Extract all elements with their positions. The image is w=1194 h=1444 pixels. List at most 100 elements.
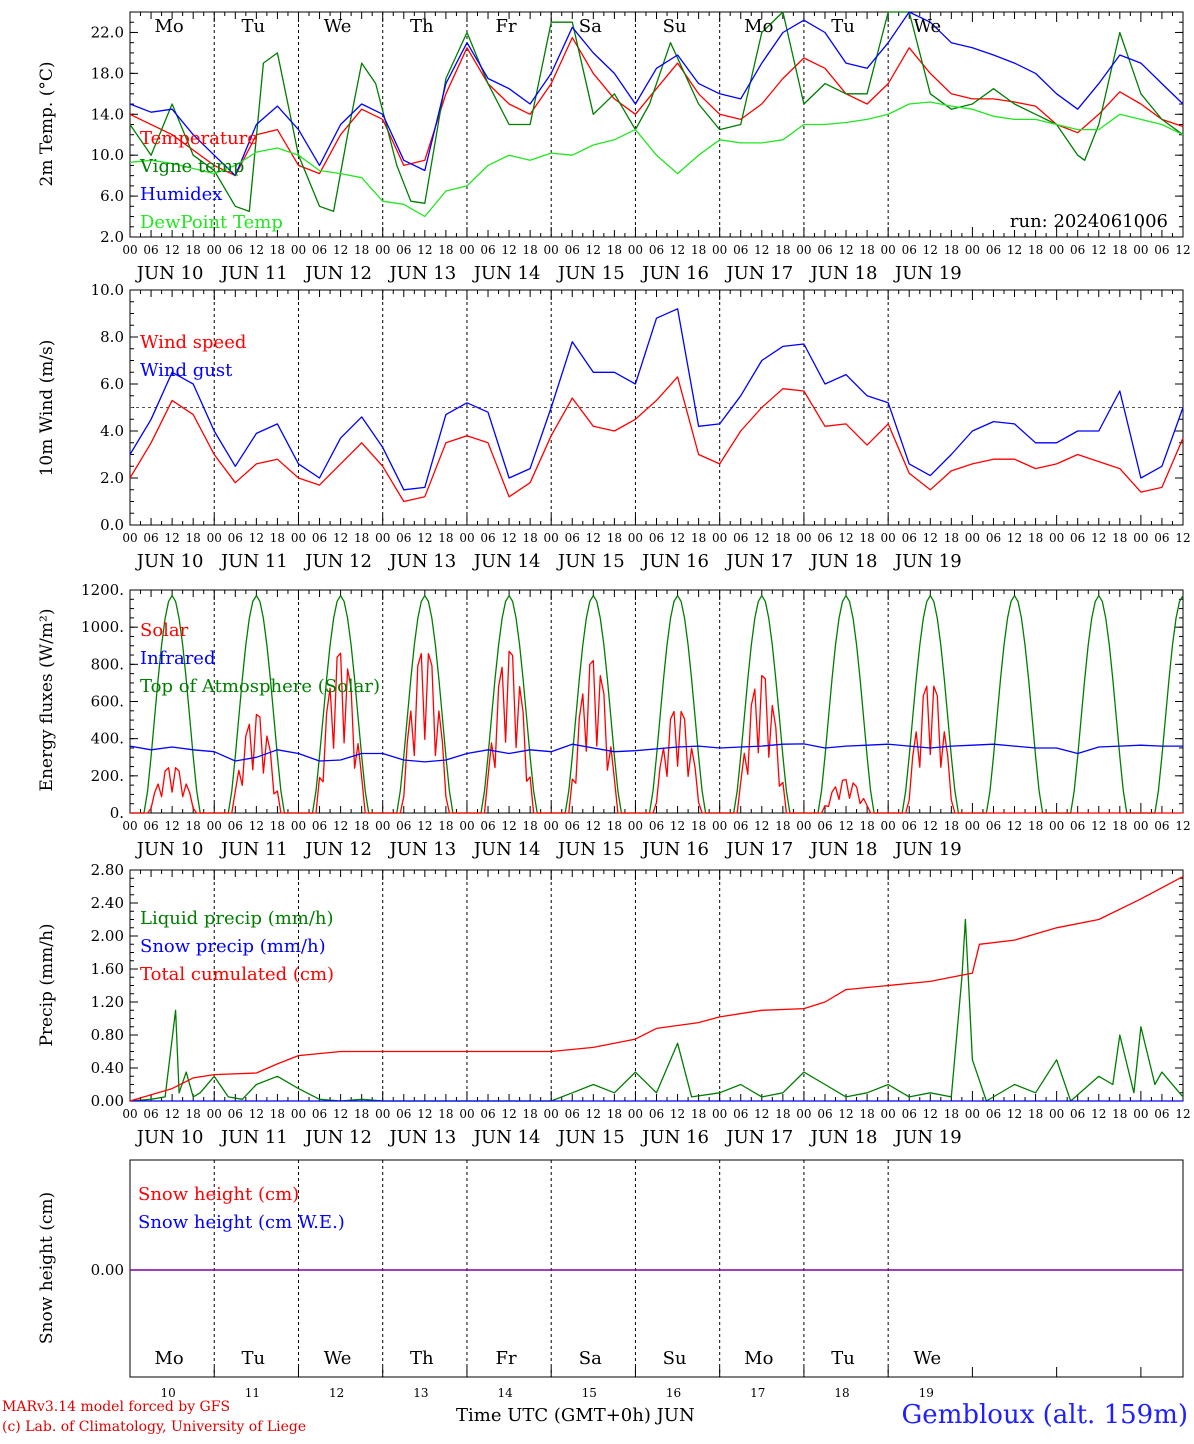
energy-series-top-of-atmosphere-solar- [130, 594, 1184, 814]
station-name: Gembloux (alt. 159m) [901, 1400, 1188, 1430]
wind-series-wind-speed [129, 376, 1184, 503]
snow-day-number: 13 [413, 1386, 428, 1400]
temp-date-label: JUN 17 [724, 263, 793, 284]
snow-day-name: Tu [242, 1348, 266, 1369]
wind-hour-tick-label: 12 [586, 531, 601, 545]
temp-day-name: Tu [242, 16, 266, 37]
energy-hour-tick-label: 00 [1133, 819, 1148, 833]
energy-hour-tick-label: 06 [733, 819, 748, 833]
temp-hour-tick-label: 00 [122, 243, 137, 257]
precip-hour-tick-label: 00 [628, 1107, 643, 1121]
temp-hour-tick-label: 12 [1007, 243, 1022, 257]
snow-day-name: Mo [154, 1348, 183, 1369]
wind-hour-tick-label: 12 [1175, 531, 1190, 545]
wind-legend-entry: Wind gust [140, 360, 233, 381]
energy-hour-tick-label: 18 [1112, 819, 1127, 833]
energy-ytick-label: 800. [91, 655, 124, 673]
precip-date-label: JUN 11 [219, 1127, 288, 1148]
wind-hour-tick-label: 18 [1112, 531, 1127, 545]
wind-hour-tick-label: 18 [522, 531, 537, 545]
precip-hour-tick-label: 12 [333, 1107, 348, 1121]
energy-date-label: JUN 14 [472, 839, 541, 860]
temp-hour-tick-label: 06 [817, 243, 832, 257]
energy-series-infrared [129, 743, 1183, 763]
precip-hour-tick-label: 12 [501, 1107, 516, 1121]
wind-hour-tick-label: 18 [607, 531, 622, 545]
energy-date-label: JUN 16 [640, 839, 709, 860]
wind-hour-tick-label: 12 [923, 531, 938, 545]
temp-date-label: JUN 13 [387, 263, 456, 284]
temp-day-name: Fr [496, 16, 517, 37]
run-annotation: run: 2024061006 [1010, 211, 1168, 232]
temp-ytick-label: 14.0 [91, 105, 124, 123]
wind-hour-tick-label: 06 [733, 531, 748, 545]
temp-series-humidex [129, 11, 1184, 177]
temp-hour-tick-label: 12 [164, 243, 179, 257]
energy-hour-tick-label: 12 [923, 819, 938, 833]
energy-ytick-label: 0. [110, 804, 124, 822]
wind-hour-tick-label: 06 [312, 531, 327, 545]
precip-hour-tick-label: 12 [923, 1107, 938, 1121]
precip-hour-tick-label: 12 [670, 1107, 685, 1121]
precip-series-total-cumulated-cm- [129, 876, 1184, 1102]
temp-hour-tick-label: 06 [143, 243, 158, 257]
wind-date-label: JUN 17 [724, 551, 793, 572]
wind-date-label: JUN 14 [472, 551, 541, 572]
temp-hour-tick-label: 18 [691, 243, 706, 257]
energy-hour-tick-label: 00 [712, 819, 727, 833]
precip-legend-entry: Liquid precip (mm/h) [140, 908, 334, 929]
temp-hour-tick-label: 18 [1028, 243, 1043, 257]
energy-date-label: JUN 11 [219, 839, 288, 860]
temp-date-label: JUN 18 [809, 263, 878, 284]
precip-hour-tick-label: 00 [1133, 1107, 1148, 1121]
wind-hour-tick-label: 18 [186, 531, 201, 545]
temp-hour-tick-label: 00 [881, 243, 896, 257]
energy-hour-tick-label: 12 [1007, 819, 1022, 833]
precip-hour-tick-label: 18 [775, 1107, 790, 1121]
wind-series-wind-gust [129, 308, 1184, 491]
wind-ytick-label: 4.0 [100, 422, 124, 440]
wind-date-label: JUN 13 [387, 551, 456, 572]
temp-hour-tick-label: 06 [480, 243, 495, 257]
energy-ytick-label: 200. [91, 767, 124, 785]
wind-hour-tick-label: 12 [754, 531, 769, 545]
energy-hour-tick-label: 00 [628, 819, 643, 833]
wind-ytick-label: 8.0 [100, 328, 124, 346]
snow-ytick-label: 0.00 [91, 1261, 124, 1279]
snow-day-number: 18 [834, 1386, 849, 1400]
temp-hour-tick-label: 06 [986, 243, 1001, 257]
precip-hour-tick-label: 00 [459, 1107, 474, 1121]
temp-date-label: JUN 15 [556, 263, 625, 284]
precip-hour-tick-label: 06 [228, 1107, 243, 1121]
precip-hour-tick-label: 06 [1154, 1107, 1169, 1121]
energy-hour-tick-label: 06 [1070, 819, 1085, 833]
temp-hour-tick-label: 12 [1091, 243, 1106, 257]
precip-date-label: JUN 13 [387, 1127, 456, 1148]
energy-hour-tick-label: 06 [649, 819, 664, 833]
precip-legend-entry: Total cumulated (cm) [140, 964, 334, 985]
wind-date-label: JUN 10 [135, 551, 204, 572]
energy-hour-tick-label: 06 [565, 819, 580, 833]
temp-hour-tick-label: 12 [249, 243, 264, 257]
energy-hour-tick-label: 06 [1154, 819, 1169, 833]
wind-hour-tick-label: 12 [164, 531, 179, 545]
temp-hour-tick-label: 00 [1133, 243, 1148, 257]
precip-hour-tick-label: 00 [291, 1107, 306, 1121]
energy-hour-tick-label: 06 [396, 819, 411, 833]
precip-hour-tick-label: 06 [565, 1107, 580, 1121]
energy-hour-tick-label: 00 [881, 819, 896, 833]
snow-day-number: 16 [666, 1386, 681, 1400]
temp-date-label: JUN 10 [135, 263, 204, 284]
energy-hour-tick-label: 18 [607, 819, 622, 833]
energy-hour-tick-label: 18 [438, 819, 453, 833]
precip-hour-tick-label: 12 [586, 1107, 601, 1121]
precip-hour-tick-label: 06 [817, 1107, 832, 1121]
precip-hour-tick-label: 00 [207, 1107, 222, 1121]
temp-date-label: JUN 16 [640, 263, 709, 284]
precip-ytick-label: 0.80 [91, 1026, 124, 1044]
energy-date-label: JUN 15 [556, 839, 625, 860]
wind-hour-tick-label: 00 [1049, 531, 1064, 545]
wind-date-label: JUN 11 [219, 551, 288, 572]
energy-hour-tick-label: 00 [1049, 819, 1064, 833]
temp-hour-tick-label: 06 [396, 243, 411, 257]
